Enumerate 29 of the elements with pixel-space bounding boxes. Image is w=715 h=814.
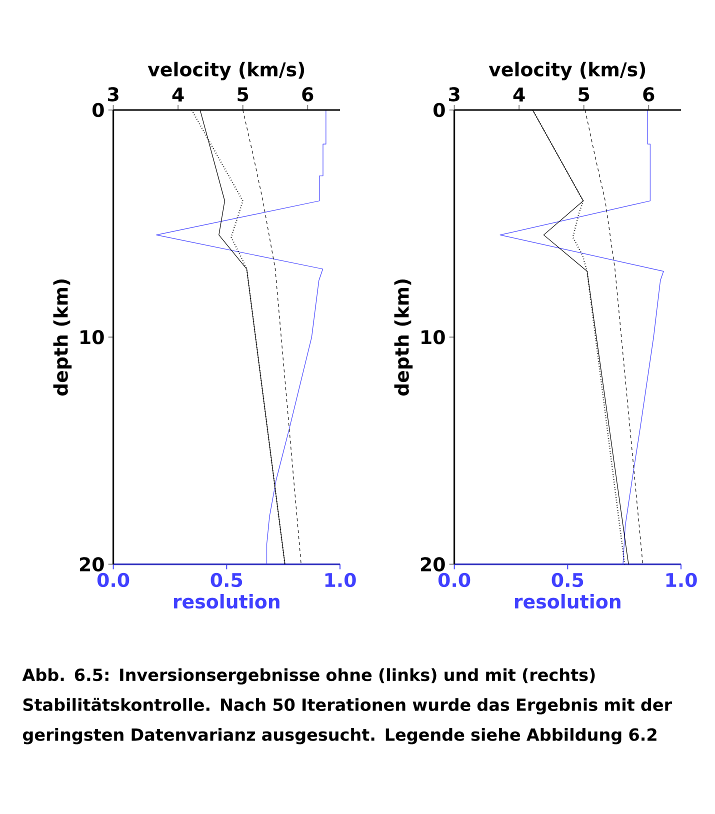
y-tick-label: 0	[92, 102, 104, 118]
x2-tick-label: 5	[578, 87, 590, 102]
x2-axis-title: velocity (km/s)	[148, 62, 304, 80]
x-axis-title: resolution	[515, 594, 620, 609]
x2-tick-label: 6	[643, 87, 654, 102]
x2-axis-title: velocity (km/s)	[488, 62, 646, 80]
x-axis-title: resolution	[174, 594, 280, 609]
x-tick-label: 0.5	[552, 572, 584, 588]
y-axis-title: depth (km)	[394, 279, 413, 396]
y-tick-label: 20	[420, 557, 445, 572]
x2-tick-label: 3	[448, 87, 460, 102]
x2-tick-label: 5	[238, 87, 248, 102]
x2-tick-label: 4	[172, 88, 184, 102]
y-tick-label: 0	[434, 102, 445, 118]
line-series	[500, 110, 664, 565]
y-axis-title: depth (km)	[53, 279, 72, 396]
y-tick-label: 20	[80, 557, 104, 572]
x-tick-label: 1.0	[666, 572, 697, 588]
x-tick-label: 0.0	[438, 572, 470, 588]
x-tick-label: 0.5	[210, 572, 242, 588]
caption: Abb. 6.5: Inversionsergebnisse ohne (links) und mit (rechts) Stabilitätskontrolle. Nach 50 Iterationen wurde das Ergebnis mit der geringsten Datenvarianz ausgesucht. Legende siehe Abbildung 6.2	[22, 668, 672, 744]
x2-tick-label: 4	[513, 88, 525, 102]
y-tick-label: 10	[80, 330, 104, 344]
x2-tick-label: 6	[302, 87, 314, 102]
x2-tick-label: 3	[108, 87, 118, 102]
x-tick-label: 0.0	[97, 572, 130, 588]
y-tick-label: 10	[422, 330, 445, 344]
x-tick-label: 1.0	[325, 572, 356, 588]
line-series	[156, 110, 326, 565]
